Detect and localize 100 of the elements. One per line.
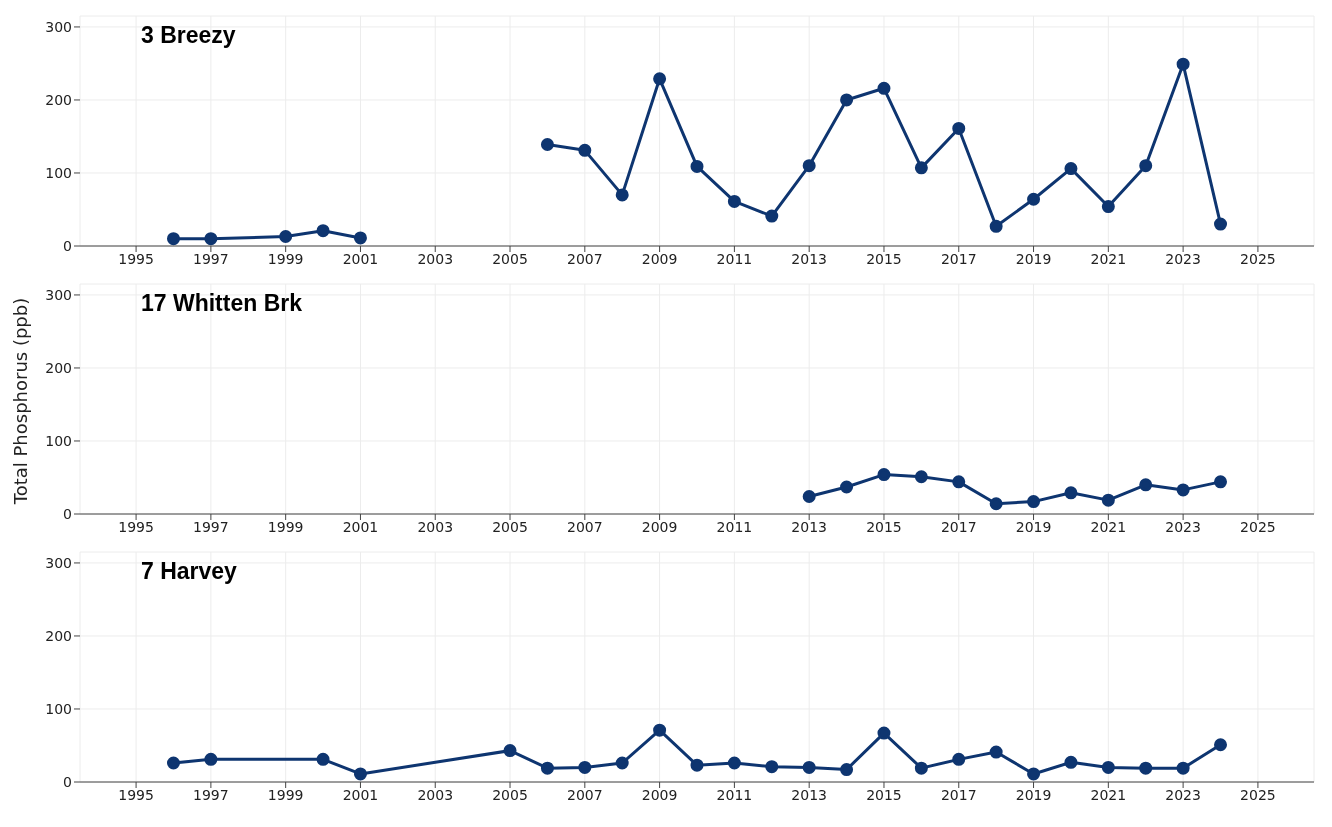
y-tick-label: 0	[63, 237, 72, 254]
x-tick-label: 1999	[267, 786, 304, 803]
point	[578, 143, 592, 157]
x-tick-label: 2023	[1165, 786, 1201, 803]
x-tick-label: 2009	[641, 250, 678, 267]
x-tick-label: 2017	[940, 250, 977, 267]
x-tick-label: 2015	[866, 786, 902, 803]
point	[1176, 483, 1190, 497]
x-tick-label: 2007	[567, 250, 603, 267]
x-tick-label: 1999	[267, 518, 304, 535]
point	[316, 752, 330, 766]
point	[727, 756, 741, 770]
x-tick-label: 2001	[342, 786, 379, 803]
point	[1214, 475, 1228, 489]
point	[1064, 162, 1078, 176]
point	[802, 760, 816, 774]
point	[914, 470, 928, 484]
x-tick-label: 1995	[118, 250, 154, 267]
x-tick-label: 2025	[1240, 518, 1276, 535]
point	[989, 497, 1003, 511]
point	[952, 752, 966, 766]
point	[727, 194, 741, 208]
point	[204, 232, 218, 246]
point	[1101, 493, 1115, 507]
x-tick-label: 2023	[1165, 518, 1201, 535]
point	[1176, 57, 1190, 71]
point	[877, 81, 891, 95]
x-tick-label: 2001	[342, 250, 379, 267]
point	[952, 121, 966, 135]
point	[690, 159, 704, 173]
x-tick-label: 2011	[716, 786, 753, 803]
point	[653, 723, 667, 737]
y-tick-label: 100	[45, 700, 72, 717]
y-tick-label: 300	[45, 18, 72, 35]
y-tick-label: 100	[45, 164, 72, 181]
x-tick-label: 2025	[1240, 250, 1276, 267]
point	[166, 232, 180, 246]
x-tick-label: 1997	[193, 250, 229, 267]
point	[840, 763, 854, 777]
x-tick-label: 2013	[791, 250, 827, 267]
point	[316, 224, 330, 238]
x-tick-label: 2019	[1015, 518, 1052, 535]
point	[765, 209, 779, 223]
x-tick-label: 2019	[1015, 786, 1052, 803]
point	[840, 93, 854, 107]
x-tick-label: 2013	[791, 786, 827, 803]
point	[840, 480, 854, 494]
x-tick-label: 1999	[267, 250, 304, 267]
x-tick-label: 1995	[118, 518, 154, 535]
point	[1214, 217, 1228, 231]
y-tick-label: 200	[45, 359, 72, 376]
point	[1139, 761, 1153, 775]
point	[1101, 760, 1115, 774]
y-tick-label: 0	[63, 773, 72, 790]
point	[540, 761, 554, 775]
point	[802, 159, 816, 173]
x-tick-label: 2005	[492, 518, 528, 535]
chart-title: 17 Whitten Brk	[141, 290, 303, 317]
point	[1027, 767, 1041, 781]
point	[653, 72, 667, 86]
x-tick-label: 2011	[716, 250, 753, 267]
y-tick-label: 200	[45, 91, 72, 108]
point	[914, 161, 928, 175]
x-tick-label: 2009	[641, 518, 678, 535]
point	[1064, 755, 1078, 769]
x-tick-label: 2005	[492, 786, 528, 803]
y-axis-title: Total Phosphorus (ppb)	[9, 297, 31, 505]
point	[877, 468, 891, 482]
point	[540, 138, 554, 152]
point	[1101, 200, 1115, 214]
x-tick-label: 2003	[417, 518, 454, 535]
x-tick-label: 2015	[866, 518, 902, 535]
x-tick-label: 2019	[1015, 250, 1052, 267]
point	[1139, 478, 1153, 492]
point	[989, 745, 1003, 759]
point	[802, 489, 816, 503]
x-tick-label: 2005	[492, 250, 528, 267]
point	[1176, 761, 1190, 775]
x-tick-label: 1995	[118, 786, 154, 803]
point	[615, 756, 629, 770]
point	[952, 475, 966, 489]
x-tick-label: 2003	[417, 786, 454, 803]
y-tick-label: 200	[45, 627, 72, 644]
point	[877, 726, 891, 740]
x-tick-label: 2023	[1165, 250, 1201, 267]
point	[353, 767, 367, 781]
y-tick-label: 300	[45, 554, 72, 571]
x-tick-label: 2009	[641, 786, 678, 803]
x-tick-label: 2015	[866, 250, 902, 267]
x-tick-label: 2025	[1240, 786, 1276, 803]
x-tick-label: 2007	[567, 786, 603, 803]
point	[1064, 486, 1078, 500]
y-tick-label: 0	[63, 505, 72, 522]
point	[1139, 159, 1153, 173]
x-tick-label: 2017	[940, 786, 977, 803]
y-tick-label: 300	[45, 286, 72, 303]
point	[166, 756, 180, 770]
x-tick-label: 2011	[716, 518, 753, 535]
point	[578, 760, 592, 774]
chart-title: 3 Breezy	[141, 22, 236, 49]
